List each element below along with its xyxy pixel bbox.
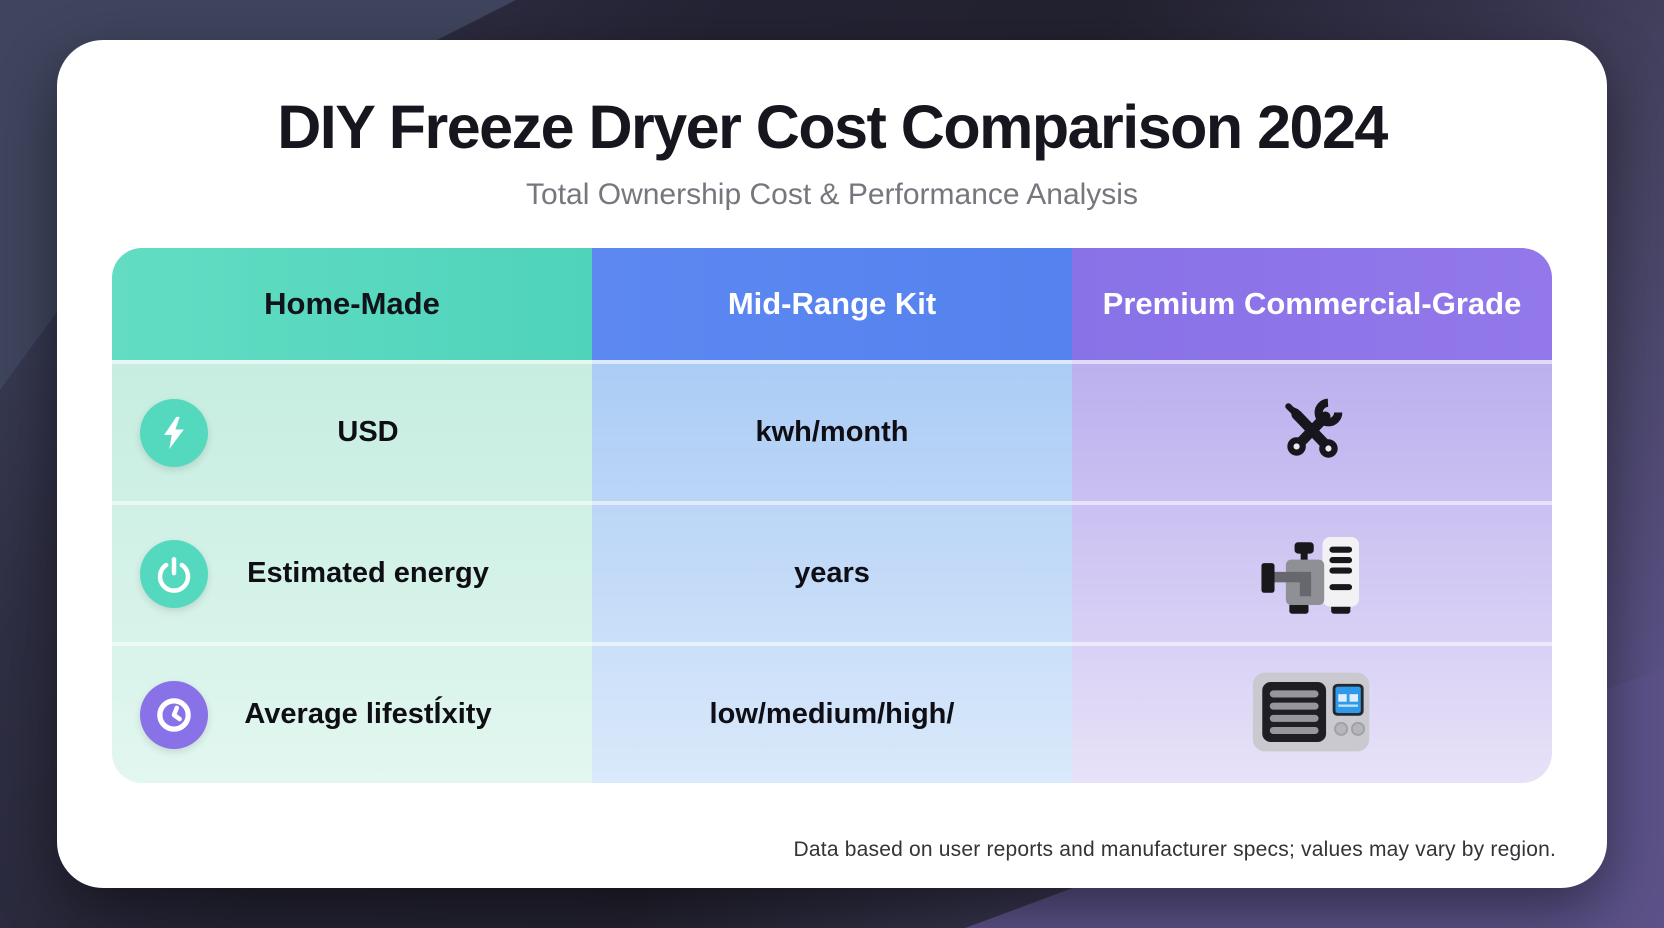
lightning-icon	[140, 398, 208, 467]
power-icon	[140, 539, 208, 608]
table-cell: low/medium/high/	[592, 642, 1072, 783]
table-cell	[1072, 501, 1552, 642]
row-value: low/medium/high/	[709, 698, 955, 730]
pump-icon	[1251, 523, 1373, 624]
table-cell	[1072, 642, 1552, 783]
clock-icon	[140, 680, 208, 749]
row-label: Estimated energy	[247, 557, 489, 589]
table-cell	[1072, 360, 1552, 501]
table-cell: years	[592, 501, 1072, 642]
column-header-home-made: Home-Made	[112, 248, 592, 360]
table-cell: USD	[112, 360, 592, 501]
column-home-made: USD Estimated energy	[112, 360, 592, 783]
comparison-table: Home-Made Mid-Range Kit Premium Commerci…	[112, 248, 1552, 783]
tools-icon	[1275, 393, 1349, 472]
column-header-mid-range-kit: Mid-Range Kit	[592, 248, 1072, 360]
table-cell: Average lifestĺxity	[112, 642, 592, 783]
page-subtitle: Total Ownership Cost & Performance Analy…	[526, 178, 1138, 211]
control-panel-icon	[1251, 667, 1373, 762]
row-label: Average lifestĺxity	[244, 698, 492, 730]
page-title: DIY Freeze Dryer Cost Comparison 2024	[277, 93, 1388, 161]
table-cell: Estimated energy	[112, 501, 592, 642]
row-value: kwh/month	[755, 416, 909, 448]
column-premium-commercial-grade	[1072, 360, 1552, 783]
row-label: USD	[337, 416, 399, 448]
column-mid-range-kit: kwh/month years low/medium/high/	[592, 360, 1072, 783]
row-value: years	[794, 557, 870, 589]
column-header-premium-commercial-grade: Premium Commercial-Grade	[1072, 248, 1552, 360]
table-cell: kwh/month	[592, 360, 1072, 501]
infographic-card: DIY Freeze Dryer Cost Comparison 2024 To…	[57, 40, 1607, 888]
table-body: USD Estimated energy	[112, 360, 1552, 783]
footnote: Data based on user reports and manufactu…	[793, 838, 1556, 861]
table-header-row: Home-Made Mid-Range Kit Premium Commerci…	[112, 248, 1552, 360]
